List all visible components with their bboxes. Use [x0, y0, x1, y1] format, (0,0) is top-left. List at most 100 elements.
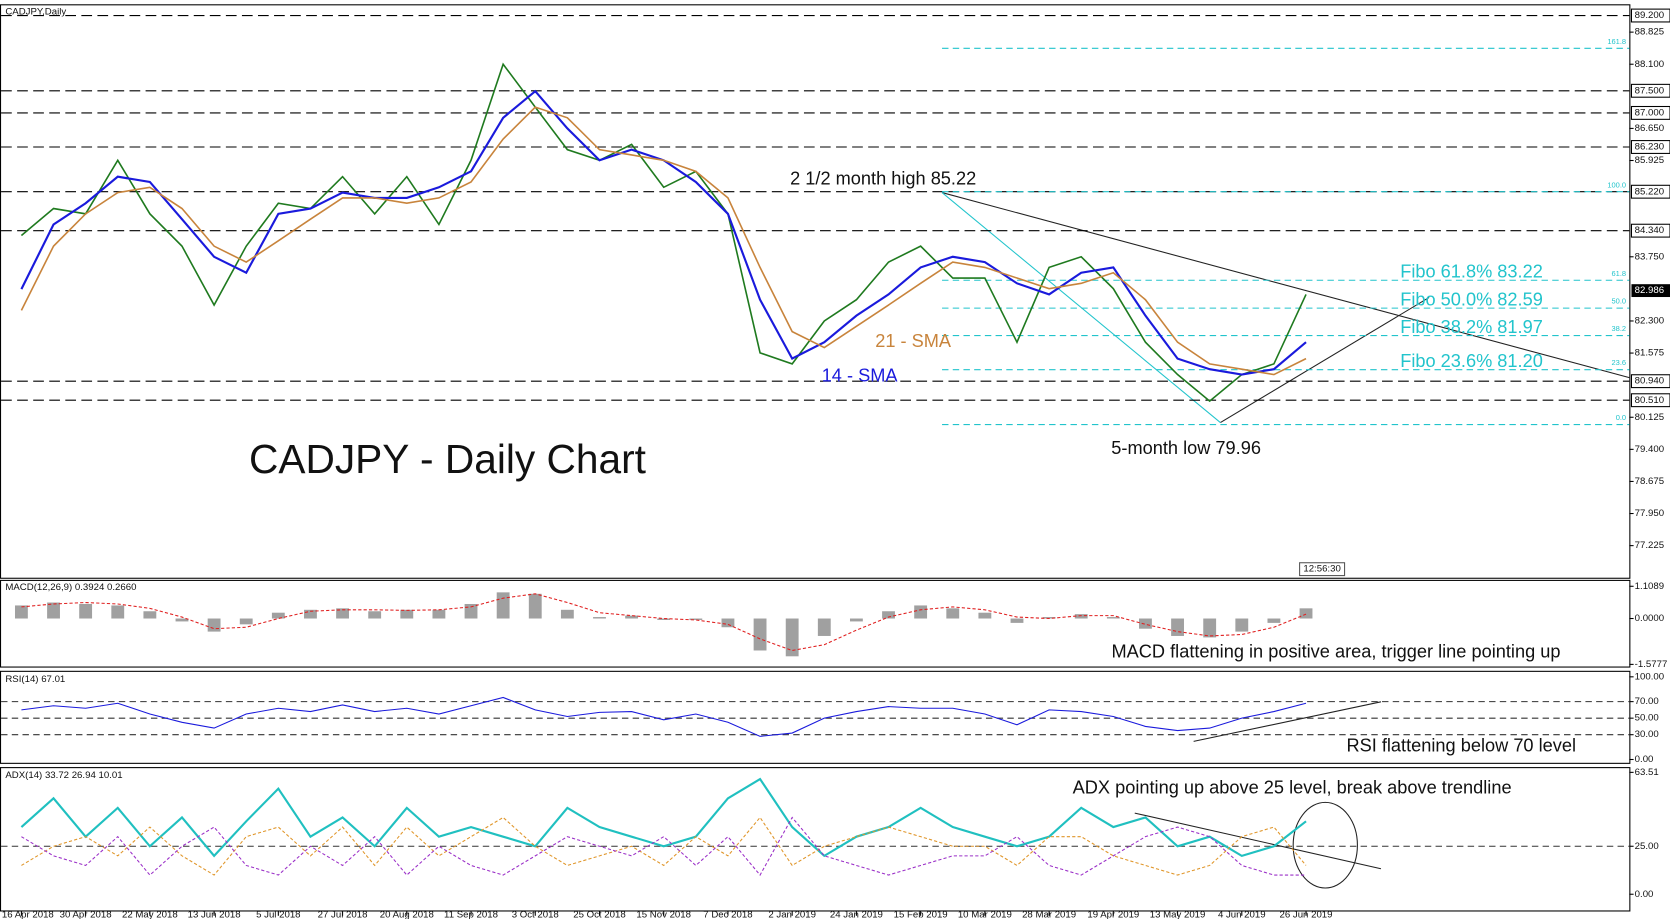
histogram-bar [978, 612, 992, 619]
fibo-ratio: 38.2 [1612, 324, 1627, 333]
histogram-bar [207, 618, 221, 632]
y-tick-label: 25.00 [1635, 841, 1659, 852]
macd-title: MACD(12,26,9) 0.3924 0.2660 [5, 582, 136, 593]
annotation: 2 1/2 month high 85.22 [790, 169, 976, 189]
server-time: 12:56:30 [1303, 564, 1340, 575]
y-tick-label: 30.00 [1635, 729, 1659, 740]
y-tick-label: 0.0000 [1635, 613, 1664, 624]
level-label: 85.220 [1635, 186, 1664, 197]
histogram-bar [721, 618, 735, 628]
level-label-box [1630, 83, 1670, 98]
trendline [941, 192, 1630, 379]
x-tick-label: 20 Aug 2018 [380, 909, 434, 919]
fibo-label: Fibo 61.8% 83.22 [1400, 262, 1543, 282]
level-label-box [1630, 105, 1670, 120]
fibo-label: Fibo 50.0% 82.59 [1400, 289, 1543, 309]
rsi-note: RSI flattening below 70 level [1346, 736, 1576, 756]
histogram-bar [271, 612, 285, 619]
level-label-box [1630, 8, 1670, 23]
adx-trendline [1134, 812, 1382, 870]
y-tick-label: 0.00 [1635, 754, 1654, 765]
y-tick-label: 50.00 [1635, 713, 1659, 724]
y-tick-label: 82.300 [1635, 316, 1664, 327]
y-tick-label: 77.225 [1635, 540, 1664, 551]
x-tick-label: 16 Apr 2018 [2, 909, 54, 919]
drawn-trendlines [941, 192, 1630, 889]
histogram-bar [1171, 618, 1184, 636]
trendline [1220, 296, 1430, 424]
level-label: 84.340 [1635, 225, 1664, 236]
x-tick-label: 22 May 2018 [122, 909, 178, 919]
y-tick-label: 81.575 [1635, 348, 1664, 359]
fibo-label: Fibo 38.2% 81.97 [1400, 317, 1543, 337]
y-tick-label: 100.00 [1635, 671, 1664, 682]
indicator-line [21, 696, 1307, 737]
histogram-bar [175, 618, 189, 622]
indicator-line [21, 816, 1307, 876]
annotation: 14 - SMA [822, 365, 899, 385]
y-tick-label: 0.00 [1635, 889, 1654, 900]
x-tick-label: 4 Jun 2019 [1218, 909, 1266, 919]
histogram-bar [1010, 618, 1024, 623]
histogram-bar [368, 611, 382, 619]
y-tick-label: 63.51 [1635, 767, 1659, 778]
histogram-bar [689, 618, 703, 620]
annotation: 21 - SMA [875, 331, 952, 351]
x-tick-label: 28 Mar 2019 [1022, 909, 1076, 919]
indicator-line [21, 593, 1307, 652]
x-tick-label: 30 Apr 2018 [60, 909, 112, 919]
histogram-bar [47, 602, 60, 619]
indicator-line [21, 816, 1307, 876]
x-tick-label: 15 Nov 2018 [636, 909, 691, 919]
y-tick-label: 79.400 [1635, 444, 1664, 455]
histogram-bar [1235, 618, 1249, 632]
rsi-frame [0, 670, 1631, 764]
histogram-bar [143, 611, 157, 619]
level-label-box [1630, 140, 1670, 154]
x-tick-label: 3 Oct 2018 [512, 909, 559, 919]
histogram-bar [400, 609, 414, 619]
histogram-bar [1139, 618, 1152, 629]
histogram-bar [1074, 614, 1088, 619]
histogram-bar [239, 618, 253, 625]
highlight-circle [1292, 801, 1358, 889]
x-tick-label: 24 Jan 2019 [830, 909, 883, 919]
level-label-box [1630, 374, 1670, 389]
macd-frame [0, 579, 1631, 668]
histogram-bar [496, 592, 510, 619]
histogram-bar [560, 609, 574, 619]
annotation: 5-month low 79.96 [1111, 438, 1261, 458]
y-tick-label: 80.125 [1635, 412, 1664, 423]
time-box [1299, 562, 1346, 577]
last-price-marker [1631, 284, 1670, 298]
fibo-ratio: 100.0 [1607, 180, 1626, 189]
y-tick-label: -1.5777 [1635, 659, 1668, 670]
macd-note: MACD flattening in positive area, trigge… [1111, 641, 1560, 661]
x-tick-label: 26 Jun 2019 [1280, 909, 1333, 919]
fibo-ratio: 0.0 [1616, 413, 1626, 422]
level-label-box [1630, 393, 1670, 408]
fibo-ratio: 50.0 [1612, 297, 1627, 306]
level-label-box [1630, 223, 1670, 238]
y-tick-label: 88.825 [1635, 27, 1664, 38]
level-label-box [1630, 184, 1670, 199]
histogram-bar [1203, 618, 1217, 638]
fibo-ratio: 23.6 [1612, 358, 1627, 367]
histogram-bar [1267, 618, 1281, 623]
x-tick-label: 27 Jul 2018 [318, 909, 368, 919]
chart-symbol: CADJPY,Daily [5, 6, 66, 17]
x-tick-label: 13 May 2019 [1150, 909, 1206, 919]
x-tick-label: 13 Jun 2018 [188, 909, 241, 919]
x-tick-label: 7 Dec 2018 [703, 909, 752, 919]
panel-frames [0, 4, 1631, 912]
y-tick-label: 88.100 [1635, 59, 1664, 70]
level-label: 80.940 [1635, 376, 1664, 387]
y-tick-label: 86.650 [1635, 123, 1664, 134]
y-tick-label: 77.950 [1635, 508, 1664, 519]
histogram-bar [1042, 617, 1056, 619]
histogram-bar [625, 615, 639, 619]
fibo-label: Fibo 23.6% 81.20 [1400, 351, 1543, 371]
histogram-bar [79, 603, 93, 619]
